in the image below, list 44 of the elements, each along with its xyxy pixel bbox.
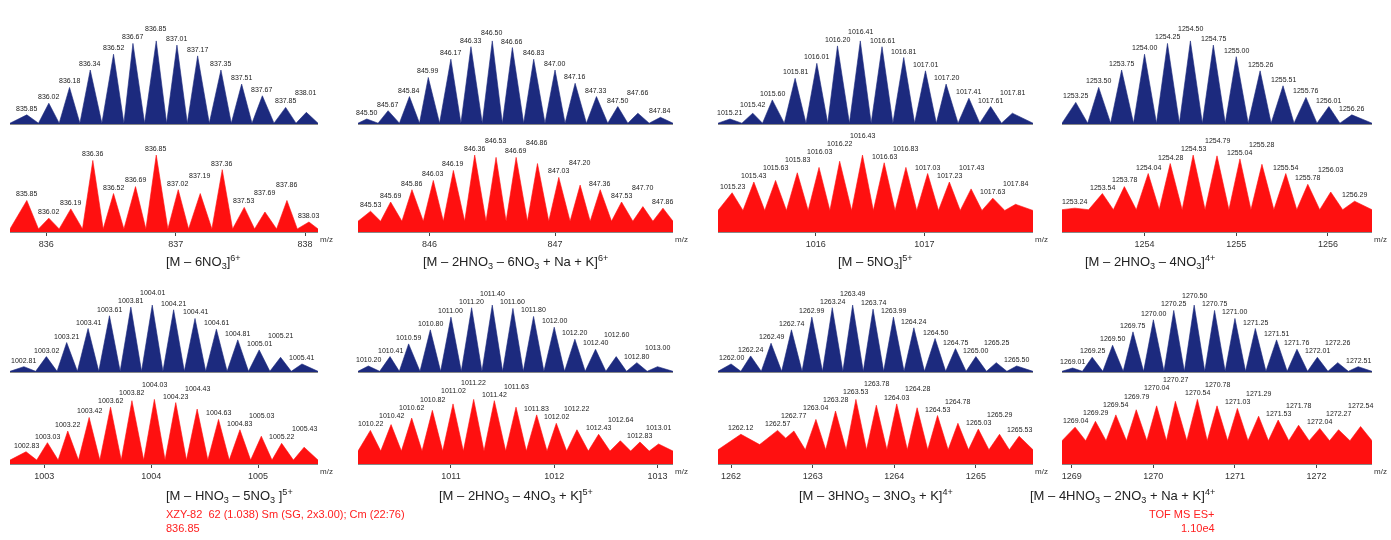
text: TOF MS ES+ [1149,508,1215,520]
text: [M – 2HNO$_{3}$ – 4NO$_{3}$ + K]$^{5+}$ [439,487,593,506]
text: [M – HNO$_{3}$ – 5NO$_{3}$ ]$^{5+}$ [166,487,293,506]
x-tick-label: 1272 [1306,470,1327,481]
x-tick-label: 1003 [34,470,55,481]
text: [M – 2HNO$_{3}$ – 6NO$_{3}$ + Na + K]$^{6+}$ [423,253,609,272]
x-tick-label: 1005 [248,470,269,481]
text: XZY-82 62 (1.038) Sm (SG, 2x3.00); Cm (22:76) [166,508,405,520]
x-axis-title: m/z [1035,467,1048,476]
x-axis-title: m/z [320,235,333,244]
text: 836.85 [166,522,200,534]
x-tick-label: 1255 [1226,238,1247,249]
x-axis-title: m/z [675,467,688,476]
x-tick-label: 1270 [1143,470,1164,481]
x-tick-label: 1264 [884,470,905,481]
text: [M – 2HNO$_{3}$ – 4NO$_{3}$]$^{4+}$ [1085,253,1216,272]
x-tick-label: 1265 [965,470,986,481]
x-tick-label: 1013 [647,470,668,481]
x-axis-title: m/z [1374,467,1387,476]
x-axis-title: m/z [675,235,688,244]
x-axis-title: m/z [1035,235,1048,244]
x-tick-label: 1017 [914,238,935,249]
x-tick-label: 1263 [802,470,823,481]
x-tick-label: 1269 [1061,470,1082,481]
x-tick-label: 837 [168,238,184,249]
x-axis-title: m/z [1374,235,1387,244]
x-tick-label: 1271 [1224,470,1245,481]
x-tick-label: 1016 [805,238,826,249]
x-tick-label: 1262 [721,470,742,481]
text: [M – 4HNO$_{3}$ – 2NO$_{3}$ + Na + K]$^{4+}$ [1030,487,1216,506]
text: [M – 3HNO$_{3}$ – 3NO$_{3}$ + K]$^{4+}$ [799,487,953,506]
text: [M – 5NO$_{3}$]$^{5+}$ [838,253,913,272]
x-tick-label: 1254 [1134,238,1155,249]
text: 1.10e4 [1181,522,1215,534]
x-tick-label: 846 [422,238,438,249]
x-tick-label: 1012 [544,470,565,481]
x-tick-label: 847 [547,238,563,249]
x-tick-label: 1011 [441,470,461,481]
x-tick-label: 1004 [141,470,162,481]
x-axis-title: m/z [320,467,333,476]
x-tick-label: 836 [38,238,54,249]
x-tick-label: 1256 [1317,238,1338,249]
x-tick-label: 838 [297,238,313,249]
text: [M – 6NO$_{3}$]$^{6+}$ [166,253,241,272]
